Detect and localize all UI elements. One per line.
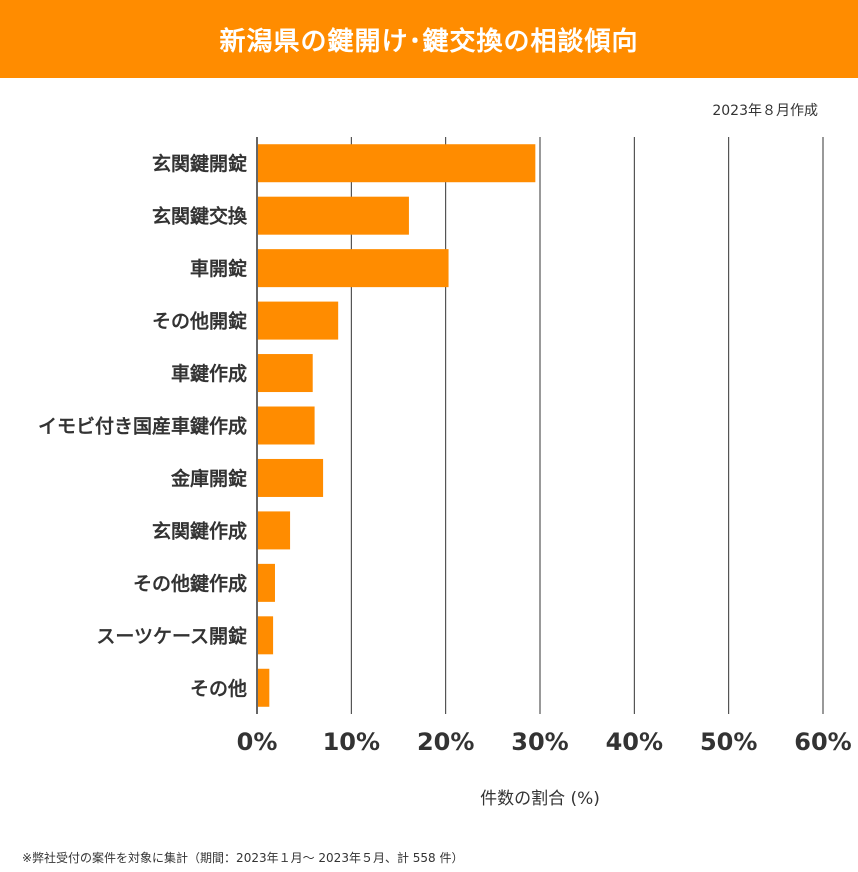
bar: [258, 354, 313, 393]
category-label: イモビ付き国産車鍵作成: [38, 415, 247, 438]
bar: [258, 249, 449, 288]
category-label: 金庫開錠: [170, 467, 247, 490]
chart-subtitle: 2023年８月作成: [712, 103, 818, 119]
bar: [258, 616, 274, 655]
category-label: その他開錠: [152, 310, 247, 333]
category-label: 玄関鍵開錠: [152, 152, 247, 175]
footnote: ※弊社受付の案件を対象に集計（期間：2023年１月～ 2023年５月、計 558…: [22, 851, 464, 865]
bar: [258, 511, 291, 550]
bar: [258, 406, 315, 445]
bar: [258, 144, 536, 183]
title-bar: 新潟県の鍵開け･鍵交換の相談傾向: [0, 0, 858, 78]
category-label: 車鍵作成: [171, 362, 247, 385]
bar: [258, 458, 324, 497]
x-tick-label: 30%: [511, 728, 568, 756]
x-axis-label: 件数の割合 (%): [480, 789, 600, 809]
bar: [258, 563, 275, 602]
category-label: その他鍵作成: [133, 572, 247, 595]
bar: [258, 196, 409, 235]
x-tick-label: 20%: [417, 728, 474, 756]
category-label: 車開錠: [190, 257, 247, 280]
category-label: 玄関鍵作成: [152, 519, 247, 542]
category-label: スーツケース開錠: [96, 624, 247, 647]
x-tick-label: 10%: [323, 728, 380, 756]
x-tick-label: 50%: [700, 728, 757, 756]
category-label: 玄関鍵交換: [152, 205, 248, 228]
x-tick-label: 0%: [237, 728, 278, 756]
x-tick-label: 40%: [606, 728, 663, 756]
bar: [258, 301, 339, 340]
chart-title: 新潟県の鍵開け･鍵交換の相談傾向: [219, 26, 639, 57]
category-label: その他: [190, 677, 247, 700]
bar: [258, 668, 270, 707]
x-tick-label: 60%: [794, 728, 851, 756]
